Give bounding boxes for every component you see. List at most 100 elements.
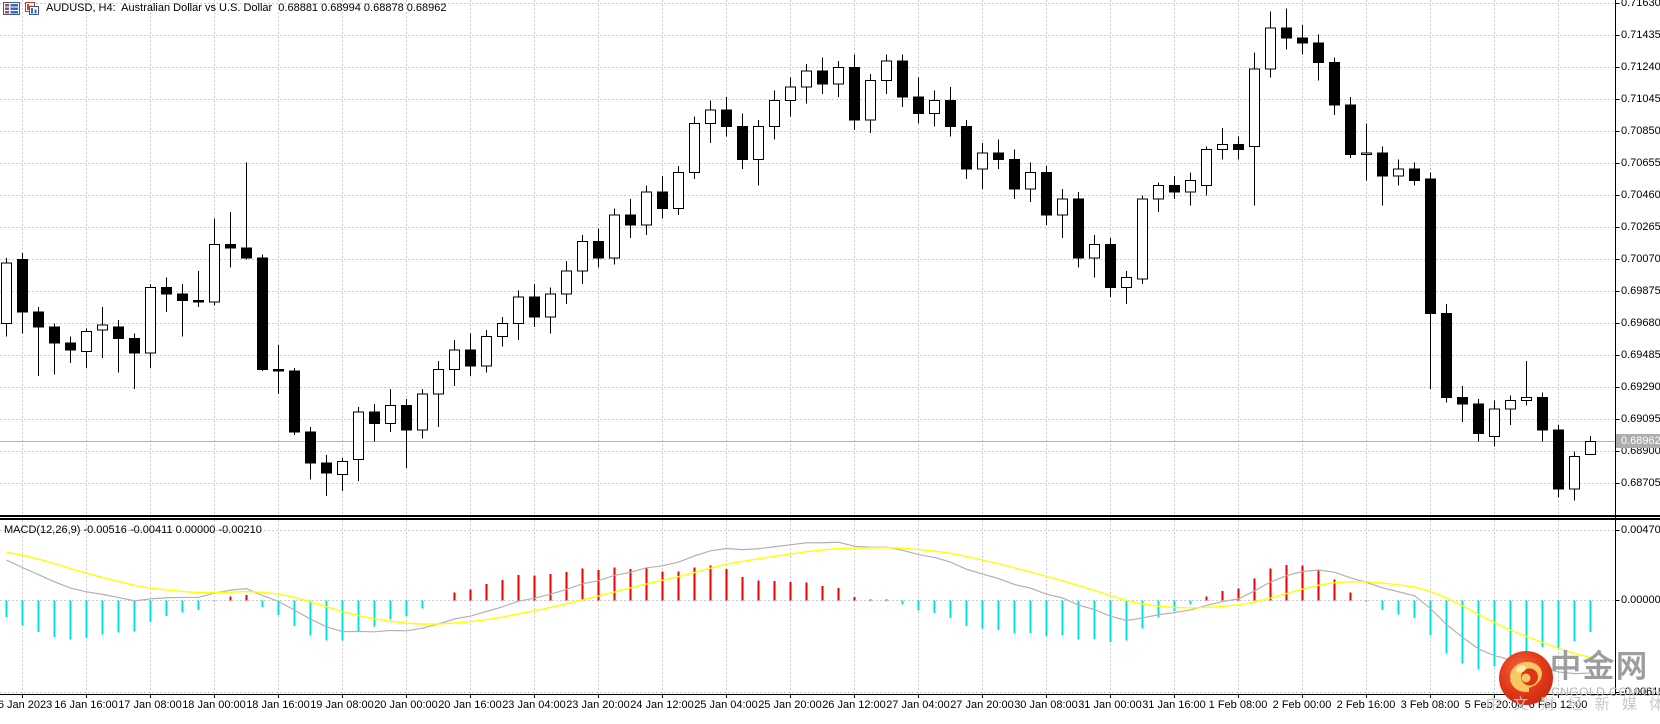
- candle-bearish: [321, 462, 332, 474]
- candle-bearish: [1473, 403, 1484, 434]
- market-watch-icon[interactable]: [3, 2, 20, 15]
- time-axis-label: 5 Feb 20:00: [1464, 699, 1524, 711]
- time-axis-label: 6 Feb 12:00: [1528, 699, 1588, 711]
- current-price-badge: 0.68962: [1616, 434, 1660, 448]
- candle-bullish: [1185, 180, 1196, 193]
- chart-title: AUDUSD, H4: Australian Dollar vs U.S. Do…: [46, 2, 447, 14]
- candle-bearish: [225, 244, 236, 249]
- candle-bearish: [737, 126, 748, 160]
- candle-bullish: [1201, 149, 1212, 187]
- candle-bearish: [289, 370, 300, 433]
- candle-bullish: [641, 191, 652, 226]
- candle-bullish: [689, 122, 700, 174]
- candle-bearish: [1441, 313, 1452, 398]
- time-axis-label: 31 Jan 16:00: [1142, 699, 1206, 711]
- candle-bullish: [1249, 68, 1260, 147]
- price-axis-label: 0.70070: [1621, 253, 1660, 265]
- price-axis-label: 0.71435: [1621, 29, 1660, 41]
- candle-bullish: [337, 460, 348, 475]
- time-axis-label: 26 Jan 12:00: [822, 699, 886, 711]
- time-axis-label: 23 Jan 04:00: [502, 699, 566, 711]
- candle-bullish: [1505, 400, 1516, 410]
- candle-bearish: [33, 311, 44, 328]
- candle-bullish: [481, 336, 492, 367]
- time-axis-label: 30 Jan 08:00: [1014, 699, 1078, 711]
- macd-line: [6, 541, 1591, 675]
- candle-bearish: [1329, 62, 1340, 106]
- candle-bearish: [1457, 396, 1468, 405]
- time-axis-label: 24 Jan 12:00: [630, 699, 694, 711]
- candle-bullish: [1393, 168, 1404, 177]
- macd-signal-line: [6, 547, 1591, 658]
- time-axis-label: 3 Feb 08:00: [1400, 699, 1460, 711]
- time-axis-label: 31 Jan 00:00: [1078, 699, 1142, 711]
- candle-bearish: [49, 326, 60, 344]
- price-axis-label: 0.68705: [1621, 477, 1660, 489]
- candle-bullish: [705, 109, 716, 124]
- price-axis-label: 0.70655: [1621, 157, 1660, 169]
- new-chart-icon[interactable]: [24, 2, 40, 15]
- candle-bullish: [385, 405, 396, 425]
- candle-bullish: [561, 270, 572, 295]
- candle-bearish: [257, 257, 268, 370]
- candle-bullish: [1569, 455, 1580, 490]
- candle-bearish: [161, 286, 172, 295]
- time-axis-label: 1 Feb 08:00: [1208, 699, 1268, 711]
- time-axis-label: 2 Feb 16:00: [1336, 699, 1396, 711]
- price-axis-label: 0.70850: [1621, 125, 1660, 137]
- time-axis-label: 27 Jan 04:00: [886, 699, 950, 711]
- candle-bearish: [1105, 244, 1116, 288]
- price-axis-label: 0.71045: [1621, 93, 1660, 105]
- candle-bullish: [1089, 244, 1100, 259]
- time-axis-label: 18 Jan 00:00: [182, 699, 246, 711]
- candle-bearish: [1297, 37, 1308, 44]
- candle-bearish: [1345, 104, 1356, 155]
- candle-bullish: [801, 70, 812, 88]
- time-axis-label: 16 Jan 16:00: [54, 699, 118, 711]
- price-axis-label: 0.69095: [1621, 413, 1660, 425]
- macd-axis-label: 0.00000: [1621, 594, 1660, 606]
- time-axis-label: 17 Jan 08:00: [118, 699, 182, 711]
- candle-bullish: [1361, 152, 1372, 155]
- panel-separator[interactable]: [0, 515, 1660, 517]
- candle-bullish: [497, 323, 508, 338]
- candle-bearish: [1553, 429, 1564, 490]
- candle-bullish: [353, 411, 364, 461]
- candle-bearish: [1377, 152, 1388, 177]
- candle-bullish: [785, 86, 796, 101]
- candle-bearish: [529, 296, 540, 318]
- grid-layer: [0, 0, 1615, 694]
- candle-bearish: [961, 126, 972, 170]
- time-axis-label: 25 Jan 20:00: [758, 699, 822, 711]
- candle-bearish: [1041, 172, 1052, 216]
- time-axis-label: 19 Jan 08:00: [310, 699, 374, 711]
- candle-bearish: [465, 349, 476, 367]
- candle-bullish: [449, 349, 460, 370]
- candle-bearish: [1169, 185, 1180, 193]
- candle-bearish: [17, 259, 28, 313]
- time-axis-label: 20 Jan 16:00: [438, 699, 502, 711]
- candle-bearish: [721, 109, 732, 128]
- candle-bearish: [113, 326, 124, 339]
- macd-axis-label: 0.00470: [1621, 524, 1660, 536]
- candle-bullish: [609, 214, 620, 259]
- macd-histogram: [5, 564, 1592, 670]
- macd-axis-label: -0.00619: [1621, 686, 1660, 698]
- price-axis-label: 0.71240: [1621, 61, 1660, 73]
- candle-bullish: [769, 99, 780, 128]
- price-axis-label: 0.69875: [1621, 285, 1660, 297]
- candle-bearish: [1313, 42, 1324, 64]
- candle-bullish: [1265, 27, 1276, 70]
- time-axis-label: 25 Jan 04:00: [694, 699, 758, 711]
- candle-bullish: [97, 324, 108, 331]
- candle-bearish: [1425, 178, 1436, 315]
- price-axis-label: 0.71630: [1621, 0, 1660, 9]
- chart-title-row: AUDUSD, H4: Australian Dollar vs U.S. Do…: [0, 0, 1660, 16]
- candle-bearish: [401, 405, 412, 431]
- time-axis-label: 20 Jan 00:00: [374, 699, 438, 711]
- price-axis-label: 0.68900: [1621, 445, 1660, 457]
- candle-bullish: [545, 293, 556, 318]
